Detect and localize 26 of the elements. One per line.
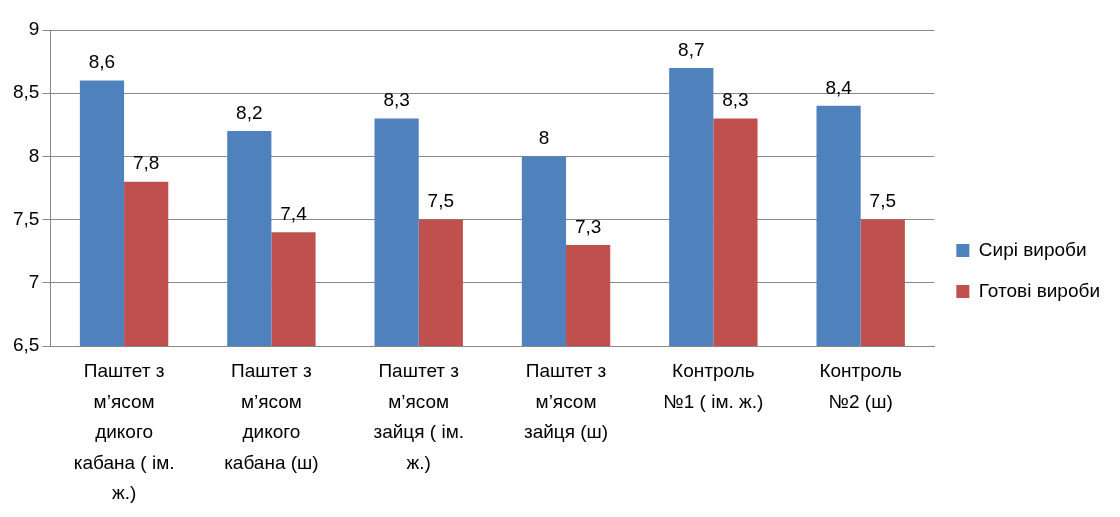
data-label: 8,4 (825, 76, 853, 98)
legend-label: Готові вироби (978, 279, 1100, 301)
y-tick-label: 6,5 (12, 334, 40, 356)
x-tick-label: Контроль №2 (ш) (819, 360, 903, 412)
data-label: 7,5 (427, 190, 455, 212)
x-tick-label: Контроль №1 ( ім. ж.) (663, 360, 764, 412)
data-label: 7,3 (574, 215, 602, 237)
data-label: 8 (538, 127, 550, 149)
y-tick-label: 7 (28, 271, 40, 293)
legend-label: Сирі вироби (978, 238, 1087, 260)
x-tick-label: Паштет з м’ясом дикого кабана ( ім. ж.) (73, 360, 175, 504)
x-tick-label: Паштет з м’ясом дикого кабана (ш) (224, 360, 319, 473)
data-label: 7,4 (280, 202, 308, 224)
y-tick-label: 9 (28, 18, 40, 40)
y-tick-label: 8,5 (12, 81, 40, 103)
data-label: 7,5 (869, 190, 896, 212)
x-tick-label: Паштет з м’ясом зайця (ш) (523, 360, 609, 443)
data-label: 8,3 (722, 89, 749, 111)
x-tick-label: Паштет з м’ясом зайця ( ім. ж.) (373, 360, 464, 473)
data-label: 8,3 (383, 89, 410, 111)
data-label: 8,7 (678, 38, 705, 60)
data-label: 8,2 (236, 101, 263, 123)
y-tick-label: 8 (28, 144, 40, 166)
y-tick-label: 7,5 (12, 207, 40, 229)
data-label: 7,8 (132, 152, 160, 174)
data-label: 8,6 (88, 51, 116, 73)
